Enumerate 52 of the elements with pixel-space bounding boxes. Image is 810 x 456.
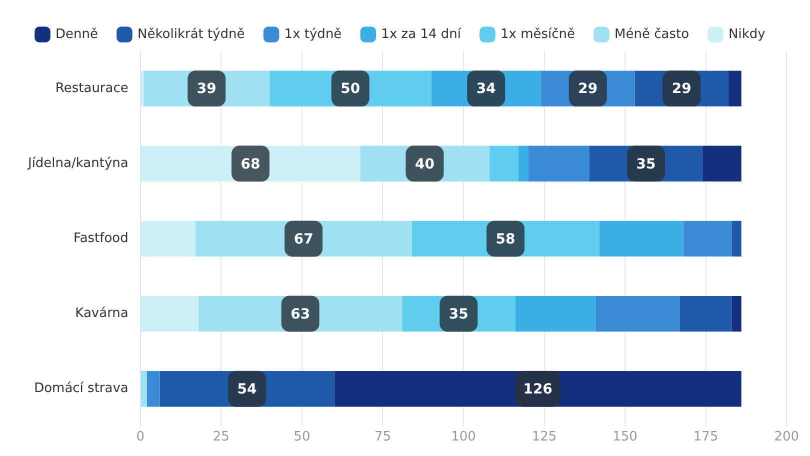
- bar: [140, 220, 196, 257]
- bar: [732, 220, 742, 257]
- data-label: 58: [496, 231, 516, 248]
- x-tick-label: 0: [136, 430, 145, 445]
- bar: [680, 296, 732, 332]
- bar: [140, 70, 144, 106]
- data-label: 67: [294, 231, 314, 248]
- legend-label: 1x za 14 dní: [381, 26, 462, 42]
- bar: [146, 371, 160, 407]
- data-label: 35: [448, 306, 468, 322]
- data-label: 40: [414, 156, 435, 172]
- data-label: 50: [340, 81, 360, 98]
- x-tick-label: 100: [451, 430, 476, 445]
- x-tick-label: 125: [532, 430, 557, 445]
- data-label: 35: [636, 156, 656, 172]
- data-label: 29: [578, 81, 598, 98]
- legend-label: Nikdy: [728, 26, 766, 42]
- y-tick-label: Jídelna/kantýna: [26, 156, 128, 171]
- bar: [599, 220, 684, 257]
- legend-label: Denně: [56, 26, 98, 42]
- bar: [489, 146, 518, 182]
- data-label: 29: [672, 81, 692, 98]
- data-label: 68: [240, 156, 260, 172]
- legend-label: Méně často: [614, 26, 690, 42]
- bar: [702, 146, 742, 182]
- x-tick-label: 75: [374, 430, 391, 445]
- x-tick-label: 150: [612, 430, 638, 445]
- bar: [518, 146, 528, 182]
- legend-label: Několikrát týdně: [137, 26, 245, 42]
- y-tick-label: Fastfood: [74, 231, 128, 246]
- x-tick-label: 175: [693, 430, 718, 445]
- x-tick-label: 200: [774, 430, 800, 445]
- legend-label: 1x týdně: [284, 26, 342, 42]
- x-tick-label: 25: [212, 430, 230, 445]
- bar: [140, 296, 199, 332]
- bar: [728, 70, 742, 106]
- y-tick-label: Domácí strava: [34, 381, 128, 396]
- data-label: 63: [290, 306, 310, 322]
- bar: [596, 296, 680, 332]
- bar: [528, 146, 590, 182]
- bar: [683, 220, 732, 257]
- bar: [732, 296, 742, 332]
- legend-label: 1x měsíčně: [500, 26, 575, 42]
- x-tick-label: 50: [294, 430, 310, 445]
- y-tick-label: Kavárna: [75, 306, 128, 322]
- bar: [515, 296, 596, 332]
- bar: [140, 371, 147, 407]
- data-label: 34: [476, 81, 496, 98]
- y-tick-label: Restaurace: [55, 80, 128, 96]
- data-label: 39: [196, 81, 216, 98]
- data-label: 54: [237, 382, 258, 398]
- data-label: 126: [523, 382, 552, 398]
